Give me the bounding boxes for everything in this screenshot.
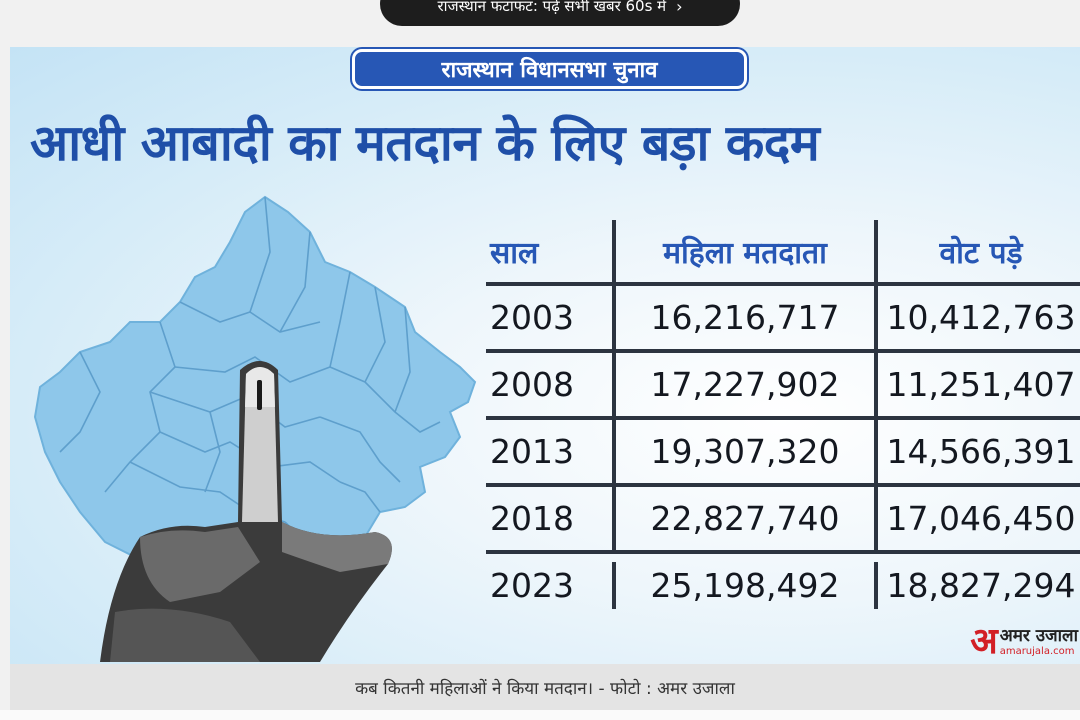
amar-ujala-logo: अ अमर उजाला amarujala.com	[970, 624, 1078, 660]
header-votes-cast: वोट पड़े	[874, 220, 1080, 282]
section-label: राजस्थान विधानसभा चुनाव	[352, 49, 747, 89]
logo-mark: अ	[970, 621, 998, 662]
cell-women-voters: 22,827,740	[612, 487, 874, 550]
chevron-right-icon: ›	[676, 0, 683, 16]
header-women-voters: महिला मतदाता	[612, 220, 874, 282]
cell-year: 2013	[490, 432, 574, 471]
voter-data-table: साल महिला मतदाता वोट पड़े 2003 16,216,71…	[486, 220, 1080, 617]
cell-votes-cast: 11,251,407	[874, 353, 1080, 416]
cell-votes-cast: 18,827,294	[874, 562, 1080, 610]
top-banner-text: राजस्थान फटाफट: पढ़ें सभी खबर 60s में	[437, 0, 667, 15]
cell-women-voters: 16,216,717	[612, 286, 874, 349]
cell-women-voters: 19,307,320	[612, 420, 874, 483]
infographic-headline: आधी आबादी का मतदान के लिए बड़ा कदम	[30, 114, 820, 172]
bottom-divider	[0, 710, 1080, 720]
map-with-finger-icon	[33, 195, 477, 662]
cell-votes-cast: 14,566,391	[874, 420, 1080, 483]
logo-domain: amarujala.com	[999, 645, 1075, 657]
top-banner-pill[interactable]: राजस्थान फटाफट: पढ़ें सभी खबर 60s में ›	[380, 0, 740, 26]
logo-name: अमर उजाला	[999, 626, 1078, 647]
rajasthan-map-illustration	[20, 192, 490, 662]
cell-year: 2008	[490, 365, 574, 404]
image-caption: कब कितनी महिलाओं ने किया मतदान। - फोटो :…	[10, 664, 1080, 710]
cell-year: 2018	[490, 499, 574, 538]
header-year: साल	[490, 235, 539, 271]
table-header-row: साल महिला मतदाता वोट पड़े	[486, 220, 1080, 282]
table-row: 2013 19,307,320 14,566,391	[486, 416, 1080, 483]
table-row: 2023 25,198,492 18,827,294	[486, 550, 1080, 617]
cell-women-voters: 17,227,902	[612, 353, 874, 416]
cell-year: 2023	[490, 566, 574, 605]
cell-year: 2003	[490, 298, 574, 337]
cell-votes-cast: 17,046,450	[874, 487, 1080, 550]
cell-women-voters: 25,198,492	[612, 562, 874, 610]
cell-votes-cast: 10,412,763	[874, 286, 1080, 349]
article-infographic: राजस्थान विधानसभा चुनाव आधी आबादी का मतद…	[10, 47, 1080, 664]
table-row: 2003 16,216,717 10,412,763	[486, 282, 1080, 349]
table-row: 2008 17,227,902 11,251,407	[486, 349, 1080, 416]
table-row: 2018 22,827,740 17,046,450	[486, 483, 1080, 550]
